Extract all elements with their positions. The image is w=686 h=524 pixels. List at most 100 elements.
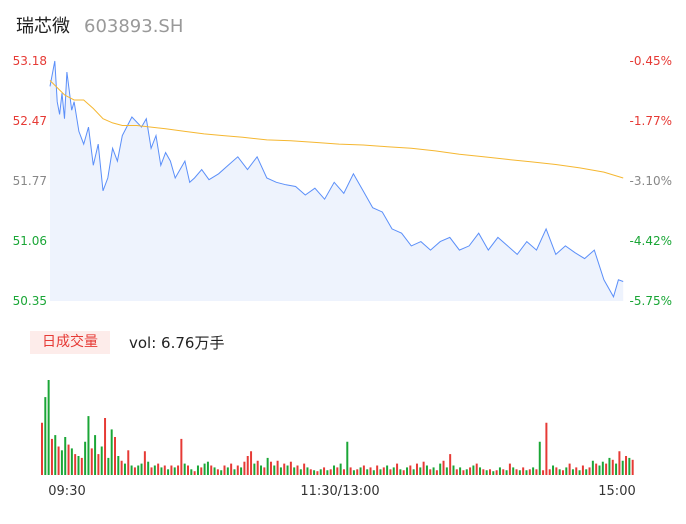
volume-bar [296, 465, 299, 475]
x-tick-time: 15:00 [598, 484, 635, 499]
volume-bar [479, 467, 482, 475]
volume-bar [535, 469, 538, 475]
volume-bar [130, 465, 133, 475]
volume-bar [389, 469, 392, 475]
volume-bar [376, 465, 379, 475]
volume-bar [84, 441, 87, 475]
volume-bar [565, 467, 568, 475]
volume-bar [286, 465, 289, 475]
volume-bar [415, 463, 418, 475]
y-tick-price: 53.18 [13, 54, 47, 68]
volume-bar [70, 448, 73, 475]
volume-bar [316, 471, 319, 475]
volume-bar [336, 467, 339, 475]
volume-bar [406, 467, 409, 475]
volume-bar [326, 470, 329, 475]
volume-bar [611, 459, 614, 475]
volume-bar [515, 469, 518, 475]
daily-volume-tag[interactable]: 日成交量 [30, 331, 110, 354]
volume-bar [210, 465, 213, 475]
volume-bar [429, 469, 432, 475]
volume-bar [472, 465, 475, 475]
x-tick-time: 09:30 [48, 484, 85, 499]
volume-bar [498, 467, 501, 475]
volume-bar [240, 467, 243, 475]
volume-bar [532, 467, 535, 475]
volume-bar [396, 463, 399, 475]
x-tick-time: 11:30/13:00 [300, 484, 379, 499]
volume-bar [412, 469, 415, 475]
volume-bar [246, 456, 249, 475]
volume-bar [462, 470, 465, 475]
volume-bar [591, 460, 594, 475]
volume-bar [266, 457, 269, 475]
volume-bar [110, 429, 113, 475]
y-tick-percent: -1.77% [630, 114, 672, 128]
volume-bar [488, 469, 491, 475]
volume-bar [339, 463, 342, 475]
volume-bar [555, 467, 558, 475]
price-area-fill [50, 61, 624, 301]
volume-bar [57, 446, 60, 475]
volume-bar [50, 438, 53, 475]
volume-bar [601, 461, 604, 475]
volume-bar [253, 463, 256, 475]
volume-bar [260, 465, 263, 475]
volume-bar [455, 469, 458, 475]
volume-bar [279, 467, 282, 475]
volume-bar [269, 461, 272, 475]
volume-bar [439, 463, 442, 475]
volume-bar [233, 469, 236, 475]
volume-bar [114, 437, 116, 475]
volume-bar [528, 469, 531, 475]
y-tick-price: 51.77 [13, 174, 47, 188]
volume-bar [495, 470, 498, 475]
volume-bar [190, 469, 193, 475]
volume-bar [196, 465, 199, 475]
volume-bar [64, 437, 67, 475]
volume-bar [303, 463, 306, 475]
volume-bar [578, 470, 581, 475]
volume-bar [47, 380, 50, 475]
volume-bar [323, 467, 326, 475]
volume-bar [459, 467, 462, 475]
volume-bar [568, 463, 571, 475]
volume-bar [54, 435, 57, 475]
volume-bar [120, 460, 123, 475]
price-line [49, 60, 624, 299]
volume-bar [137, 465, 140, 475]
volume-bar [226, 467, 229, 475]
volume-bar [475, 463, 478, 475]
volume-bar [372, 470, 375, 475]
stock-name: 瑞芯微 [16, 16, 70, 37]
volume-bar [618, 451, 621, 475]
y-tick-percent: -4.42% [630, 234, 672, 248]
volume-bar [104, 418, 107, 475]
volume-bar [595, 463, 598, 475]
volume-bar [435, 470, 438, 475]
volume-bar [352, 470, 355, 475]
volume-bar [153, 465, 156, 475]
volume-bar [167, 469, 170, 475]
volume-bar [256, 460, 259, 475]
volume-bar [598, 465, 601, 475]
volume-bar [631, 459, 634, 475]
volume-bar [518, 470, 521, 475]
volume-bar [482, 469, 485, 475]
volume-bar [44, 397, 47, 475]
volume-bar [425, 465, 428, 475]
volume-bar [236, 465, 239, 475]
volume-bar [220, 470, 223, 475]
volume-bar [402, 470, 405, 475]
volume-bar [505, 470, 508, 475]
volume-bar [170, 465, 173, 475]
volume-bar [469, 467, 472, 475]
volume-bar [143, 451, 146, 475]
volume-bar [615, 463, 618, 475]
volume-bar [273, 465, 276, 475]
volume-bar [558, 469, 561, 475]
stock-code: 603893.SH [84, 16, 184, 37]
volume-bar [432, 467, 435, 475]
volume-bar [445, 467, 448, 475]
